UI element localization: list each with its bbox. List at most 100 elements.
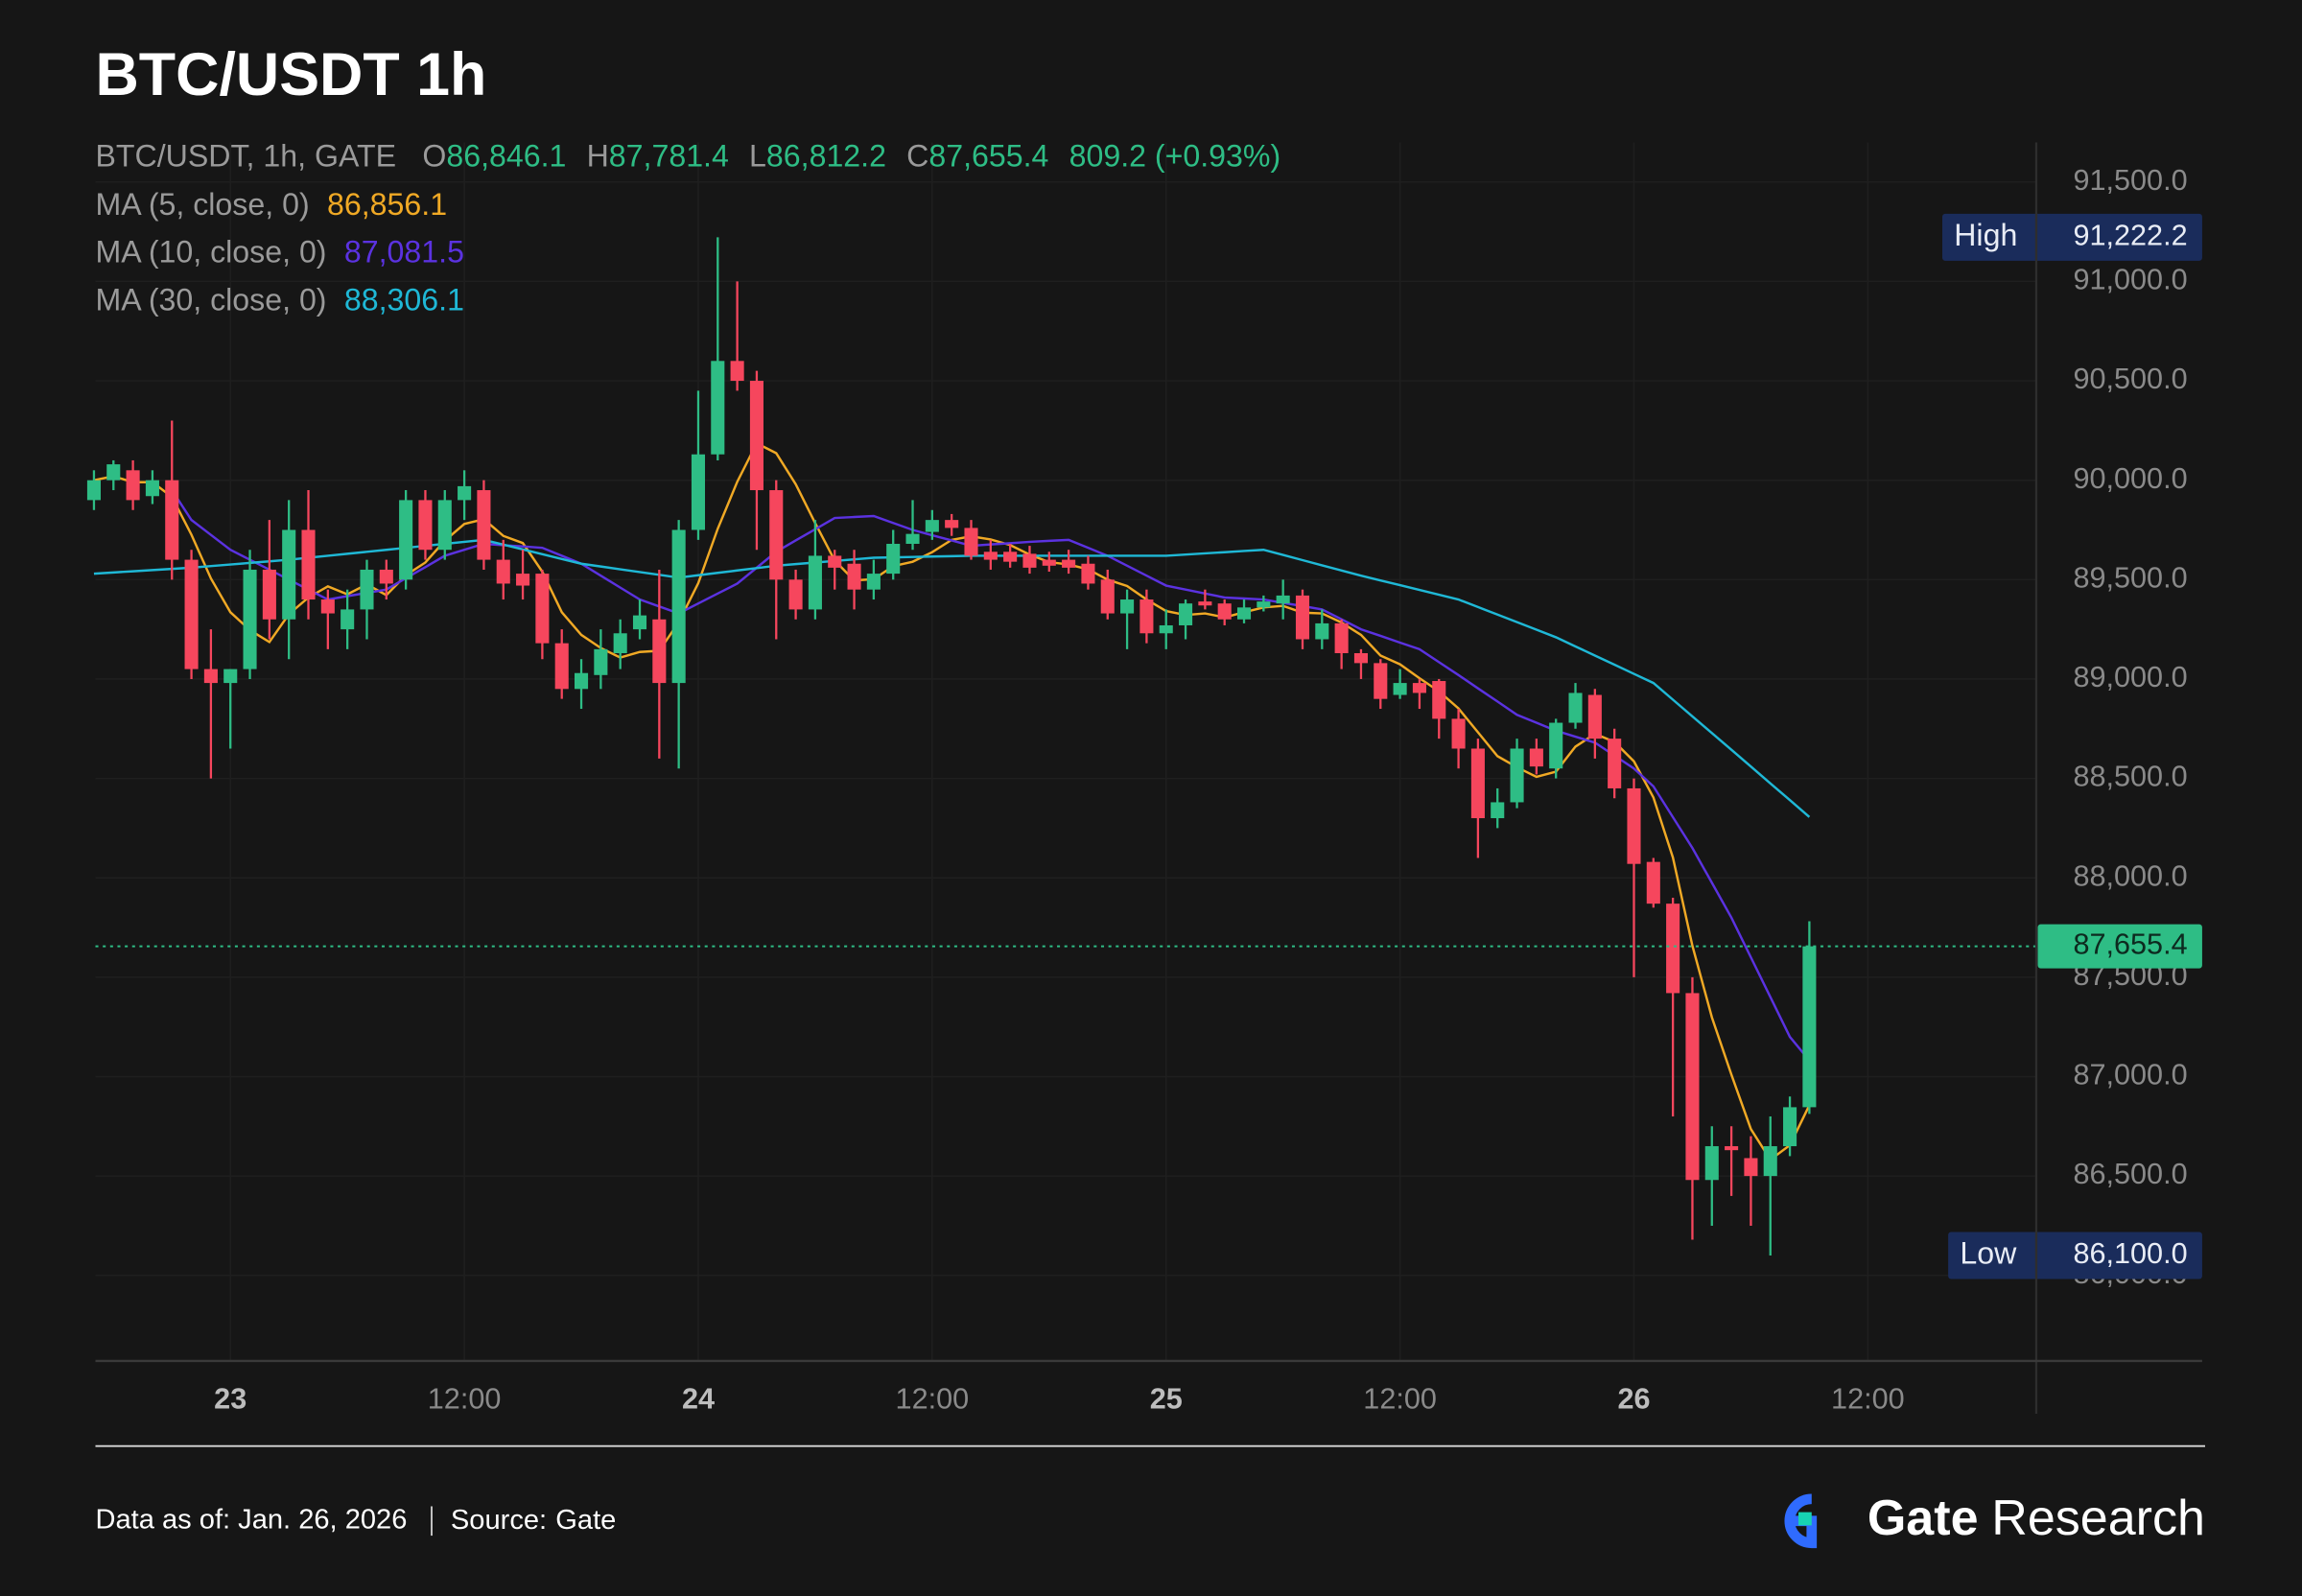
candle-body	[1353, 653, 1369, 664]
extreme-value: 91,222.2	[2073, 219, 2187, 251]
extreme-title: High	[1954, 218, 2017, 252]
candle-body	[711, 361, 725, 455]
candle	[379, 559, 393, 600]
candle	[1003, 544, 1018, 568]
candle-body	[594, 648, 608, 675]
candle-body	[1666, 904, 1680, 994]
candle	[1529, 739, 1543, 775]
candle-body	[1725, 1146, 1739, 1151]
candle	[1725, 1126, 1739, 1196]
candle	[1646, 857, 1660, 908]
candle	[1100, 569, 1115, 620]
candle	[437, 490, 452, 560]
candle-body	[1491, 802, 1505, 819]
candle	[1763, 1115, 1777, 1256]
candle	[535, 569, 550, 660]
candle	[808, 520, 822, 620]
candle-body	[1062, 559, 1076, 568]
chart-title: BTC/USDT 1h	[95, 41, 486, 108]
candle	[1159, 609, 1173, 649]
candle-body	[1334, 622, 1349, 654]
candle	[86, 470, 101, 510]
candle-body	[1081, 563, 1095, 584]
candle-body	[165, 480, 179, 560]
candle-body	[749, 381, 763, 491]
candle-body	[1295, 595, 1310, 640]
candle	[671, 520, 686, 769]
grid	[95, 142, 2036, 1361]
candle-body	[301, 529, 316, 600]
candle	[1685, 976, 1700, 1240]
candle	[1393, 669, 1407, 699]
candle	[1587, 689, 1602, 759]
candle	[320, 589, 335, 649]
candle-body	[945, 520, 959, 528]
candle	[652, 569, 667, 759]
candle	[1198, 589, 1212, 610]
ma-legend-value: 87,081.5	[344, 235, 464, 270]
ma-legend: MA (10, close, 0) 87,081.5	[95, 235, 463, 270]
candle-body	[437, 500, 452, 551]
candle-body	[1608, 739, 1622, 788]
candle	[341, 589, 355, 649]
candle-body	[671, 529, 686, 684]
candle-body	[379, 569, 393, 584]
candle-body	[223, 669, 238, 684]
candle-body	[1412, 683, 1426, 693]
candle	[1022, 546, 1037, 575]
candle-body	[477, 490, 491, 560]
candle-body	[1003, 552, 1018, 562]
x-tick-label: 12:00	[1363, 1382, 1437, 1415]
candle-body	[516, 574, 530, 586]
candle-body	[613, 633, 627, 654]
candle-body	[184, 559, 199, 669]
candle	[749, 370, 763, 551]
candle-body	[1451, 718, 1466, 749]
candle	[496, 539, 510, 600]
x-tick-label: 12:00	[1831, 1382, 1905, 1415]
brand-suffix: Research	[1991, 1490, 2205, 1546]
brand-name: Gate	[1867, 1490, 1979, 1546]
footer-date: Data as of: Jan. 26, 2026	[95, 1504, 407, 1535]
candle	[788, 569, 803, 620]
candle	[983, 539, 998, 570]
candle-body	[769, 490, 784, 580]
candle-body	[866, 574, 881, 590]
candle-body	[1042, 559, 1056, 566]
candle-body	[1627, 787, 1641, 864]
ohlc-legend: BTC/USDT, 1h, GATE O86,846.1 H87,781.4 L…	[95, 139, 1280, 174]
brand-text: Gate Research	[1867, 1490, 2205, 1546]
x-tick-label: 23	[214, 1382, 247, 1415]
candle-body	[1100, 579, 1115, 614]
candle-body	[243, 569, 257, 669]
candle	[1276, 579, 1290, 620]
candle	[1374, 659, 1388, 710]
logo-icon	[1784, 1493, 1818, 1549]
candle	[925, 509, 939, 540]
extreme-value: 86,100.0	[2073, 1237, 2187, 1270]
candle	[1353, 648, 1369, 679]
candle-body	[1549, 722, 1563, 769]
candle	[165, 420, 179, 580]
candle-body	[788, 579, 803, 610]
candle	[1704, 1126, 1719, 1226]
y-tick-label: 88,000.0	[2073, 859, 2187, 892]
y-tick-label: 91,500.0	[2073, 164, 2187, 197]
candle	[1666, 897, 1680, 1116]
ohlc-value: 87,655.4	[928, 139, 1048, 174]
candle	[1470, 739, 1485, 858]
candle-body	[632, 615, 647, 630]
candle	[1608, 728, 1622, 799]
y-tick-label: 91,000.0	[2073, 264, 2187, 296]
candle-body	[1315, 622, 1329, 640]
candle-body	[1470, 748, 1485, 819]
candle	[1236, 599, 1252, 623]
candle-body	[1198, 601, 1212, 606]
candle	[554, 629, 569, 699]
candle	[1139, 589, 1154, 644]
candle-body	[126, 470, 140, 501]
ohlc-key: H	[587, 139, 609, 174]
candle-body	[925, 520, 939, 532]
candle	[711, 237, 725, 460]
